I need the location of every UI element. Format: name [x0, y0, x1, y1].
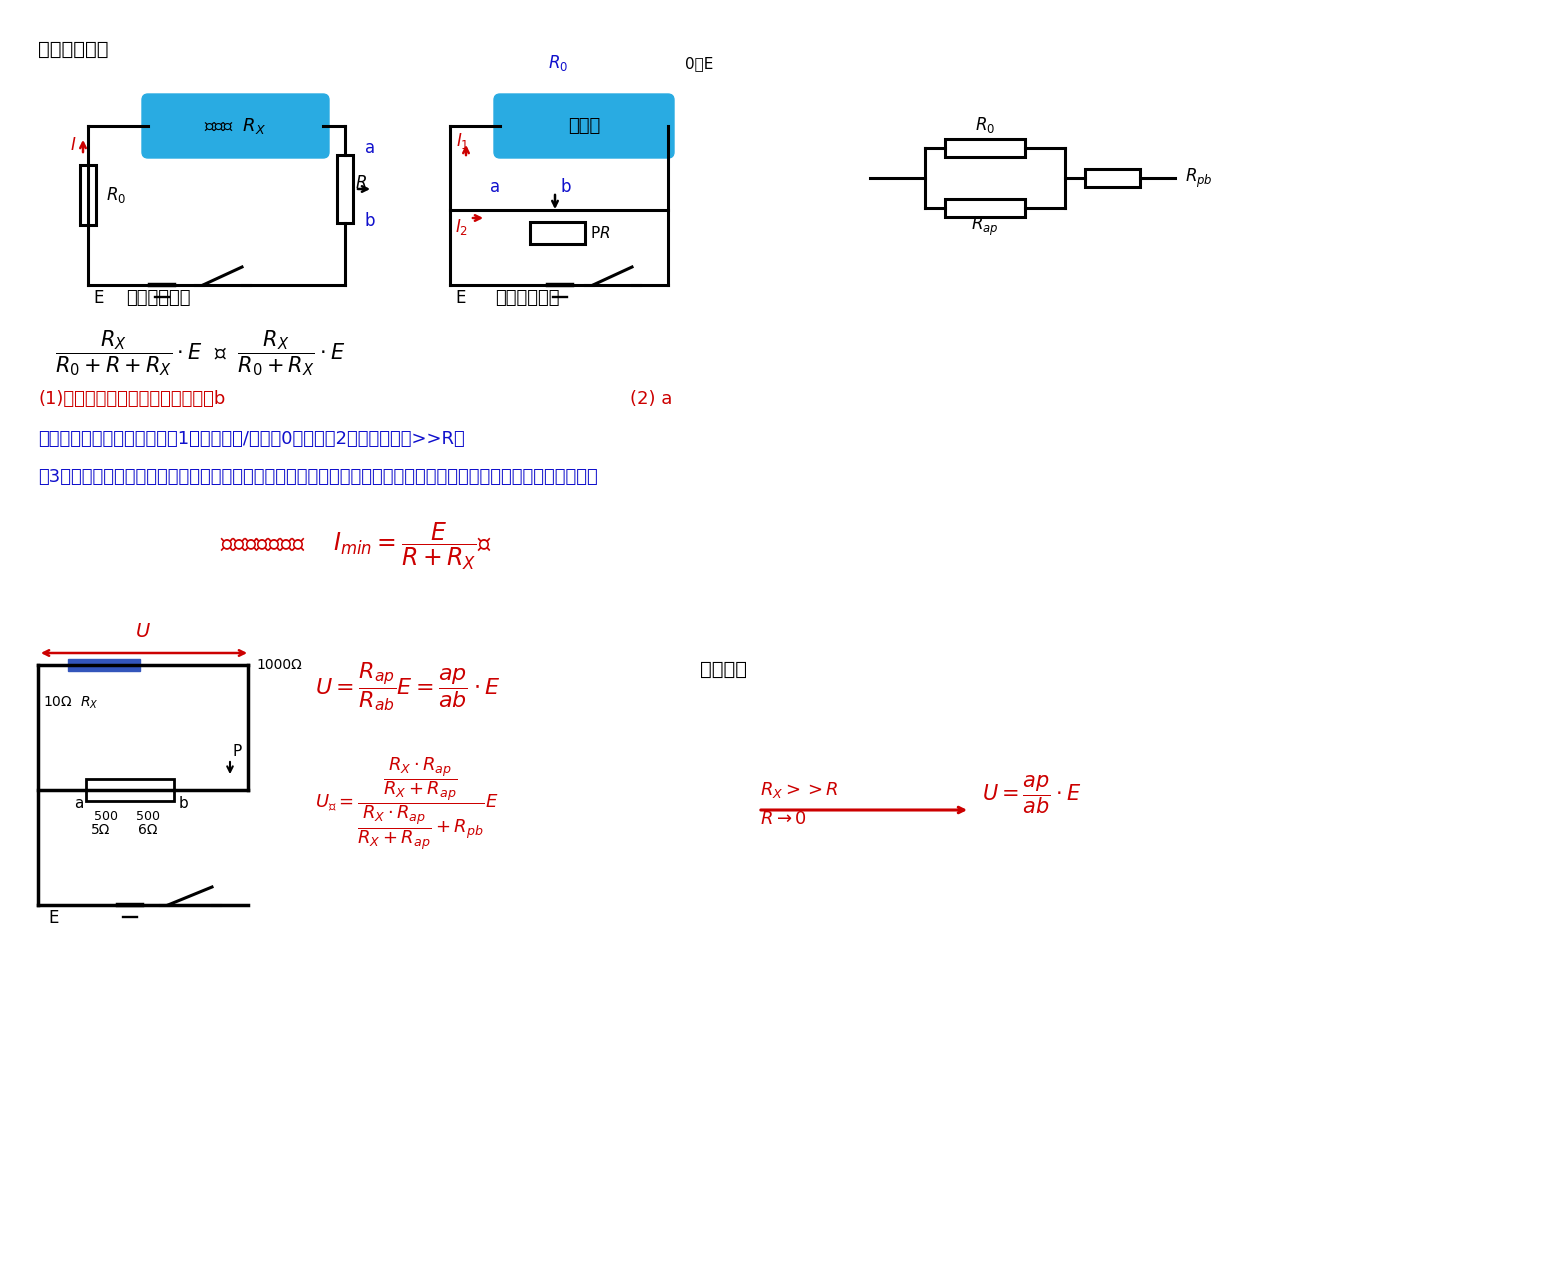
- Text: $R_0$: $R_0$: [549, 52, 569, 73]
- Text: $\dfrac{R_X}{R_0+R+R_X}\cdot E$  ～  $\dfrac{R_X}{R_0+R_X}\cdot E$: $\dfrac{R_X}{R_0+R+R_X}\cdot E$ ～ $\dfra…: [54, 328, 345, 378]
- Bar: [945, 140, 1026, 157]
- Text: （3）如果限流电路中滑动变阻器的阻値调节到最大，电流表电流最小。最小电流超过电表可提供的量程的最大値时。: （3）如果限流电路中滑动变阻器的阻値调节到最大，电流表电流最小。最小电流超过电表…: [37, 468, 598, 486]
- Text: a: a: [365, 140, 375, 157]
- Text: $I_1$: $I_1$: [455, 131, 469, 151]
- Text: P$R$: P$R$: [591, 225, 611, 241]
- Text: $R_{pb}$: $R_{pb}$: [1186, 166, 1212, 189]
- Text: $R$: $R$: [354, 174, 367, 192]
- Text: （分压电路）: （分压电路）: [496, 289, 559, 307]
- Text: b: b: [365, 212, 376, 230]
- Text: $I_2$: $I_2$: [455, 218, 468, 237]
- Text: $10\Omega$  $R_X$: $10\Omega$ $R_X$: [44, 695, 98, 712]
- Text: P: P: [233, 744, 242, 759]
- Bar: [79, 165, 96, 225]
- Text: 500: 500: [137, 810, 160, 823]
- Bar: [85, 780, 174, 801]
- Text: $U$: $U$: [135, 622, 151, 641]
- Text: 限流最小电流值    $I_{min}=\dfrac{E}{R+R_X}$：: 限流最小电流值 $I_{min}=\dfrac{E}{R+R_X}$：: [221, 520, 493, 572]
- Text: a: a: [75, 796, 84, 812]
- Text: 选择分压电路的三种情况：（1）要求电压/电流从0开始；（2）用电器电阻>>R；: 选择分压电路的三种情况：（1）要求电压/电流从0开始；（2）用电器电阻>>R；: [37, 430, 465, 448]
- Text: $R\rightarrow 0$: $R\rightarrow 0$: [760, 810, 807, 828]
- Text: $R_{ap}$: $R_{ap}$: [971, 215, 999, 238]
- Text: E: E: [48, 909, 59, 927]
- Text: 6Ω: 6Ω: [138, 823, 157, 837]
- Text: $R_0$: $R_0$: [974, 115, 995, 134]
- Text: 0～E: 0～E: [685, 56, 713, 70]
- Text: $U=\dfrac{ap}{ab}\cdot E$: $U=\dfrac{ap}{ab}\cdot E$: [982, 773, 1082, 817]
- Text: E: E: [93, 289, 104, 307]
- Text: 用电器: 用电器: [567, 116, 600, 134]
- Text: 用电器  $R_X$: 用电器 $R_X$: [205, 116, 267, 136]
- Bar: [68, 659, 140, 671]
- Text: E: E: [455, 289, 465, 307]
- Text: 1000Ω: 1000Ω: [256, 658, 301, 672]
- Bar: [530, 221, 584, 244]
- Text: b: b: [179, 796, 188, 812]
- Text: 电路选择问题: 电路选择问题: [37, 40, 109, 59]
- Text: b: b: [559, 178, 570, 196]
- Text: $I$: $I$: [70, 136, 76, 154]
- FancyBboxPatch shape: [141, 93, 329, 157]
- Text: (2) a: (2) a: [629, 390, 673, 408]
- Text: $U=\dfrac{R_{ap}}{R_{ab}}E=\dfrac{ap}{ab}\cdot E$: $U=\dfrac{R_{ap}}{R_{ab}}E=\dfrac{ap}{ab…: [315, 660, 500, 713]
- Text: (1)开关闭合前，滑动变阻器初状态b: (1)开关闭合前，滑动变阻器初状态b: [37, 390, 225, 408]
- Text: a: a: [490, 178, 500, 196]
- Bar: [945, 198, 1026, 218]
- Text: $U_{实}=\dfrac{\dfrac{R_X\cdot R_{ap}}{R_X+R_{ap}}}{\dfrac{R_X\cdot R_{ap}}{R_X+R: $U_{实}=\dfrac{\dfrac{R_X\cdot R_{ap}}{R_…: [315, 755, 499, 851]
- Text: 5Ω: 5Ω: [92, 823, 110, 837]
- Text: $R_0$: $R_0$: [106, 186, 126, 205]
- FancyBboxPatch shape: [494, 93, 674, 157]
- Text: 500: 500: [93, 810, 118, 823]
- Text: 线性关系: 线性关系: [699, 660, 747, 678]
- Text: $R_X >> R$: $R_X >> R$: [760, 780, 839, 800]
- Bar: [337, 155, 353, 223]
- Text: （限流电路）: （限流电路）: [126, 289, 191, 307]
- Bar: [1085, 169, 1141, 187]
